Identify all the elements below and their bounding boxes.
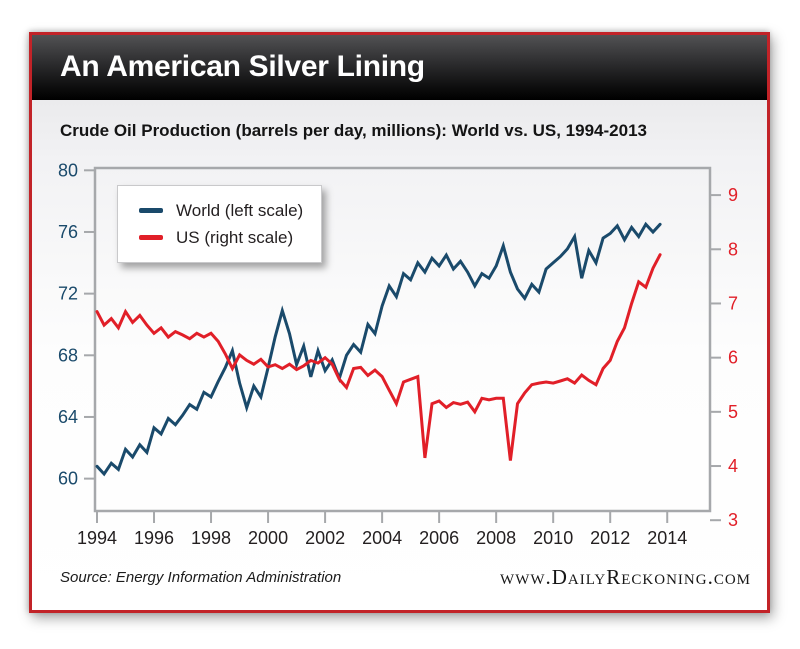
svg-text:72: 72: [58, 284, 78, 304]
page-title: An American Silver Lining: [60, 50, 425, 83]
svg-text:2004: 2004: [362, 528, 402, 548]
x-axis: 1994 1996 1998 2000 2002 2004 2006 2008 2010 2012…: [77, 511, 687, 548]
svg-text:3: 3: [728, 510, 738, 530]
svg-text:2014: 2014: [647, 528, 687, 548]
legend-item-us: US (right scale): [139, 224, 311, 251]
svg-text:2006: 2006: [419, 528, 459, 548]
svg-text:7: 7: [728, 293, 738, 313]
svg-text:64: 64: [58, 407, 78, 427]
svg-text:5: 5: [728, 402, 738, 422]
website-credit: www.DailyReckoning.com: [500, 565, 751, 589]
svg-text:1996: 1996: [134, 528, 174, 548]
svg-text:2000: 2000: [248, 528, 288, 548]
legend-item-world: World (left scale): [139, 197, 311, 224]
svg-text:1994: 1994: [77, 528, 117, 548]
source-note: Source: Energy Information Administratio…: [60, 569, 342, 586]
svg-text:80: 80: [58, 160, 78, 180]
svg-text:2008: 2008: [476, 528, 516, 548]
legend-label-world: World (left scale): [176, 200, 304, 220]
series-line-us: [95, 253, 662, 461]
plot-border: [93, 166, 712, 513]
left-axis: 80 76 72 68 64 60: [58, 160, 95, 489]
right-axis: 9 8 7 6 5 4 3: [710, 185, 738, 530]
svg-text:2002: 2002: [305, 528, 345, 548]
chart-subtitle: Crude Oil Production (barrels per day, m…: [60, 121, 647, 140]
svg-text:8: 8: [728, 239, 738, 259]
legend: World (left scale) US (right scale): [117, 185, 322, 263]
svg-text:9: 9: [728, 185, 738, 205]
series-line-world: [95, 221, 662, 477]
svg-text:6: 6: [728, 348, 738, 368]
legend-label-us: US (right scale): [176, 227, 294, 247]
svg-text:2010: 2010: [533, 528, 573, 548]
world-line-swatch-icon: [139, 208, 163, 213]
svg-text:76: 76: [58, 222, 78, 242]
us-line-swatch-icon: [139, 235, 163, 240]
svg-text:2012: 2012: [590, 528, 630, 548]
title-bar: An American Silver Lining: [32, 35, 767, 100]
chart-panel: An American Silver Lining Crude Oil Prod…: [29, 32, 770, 613]
svg-text:1998: 1998: [191, 528, 231, 548]
svg-text:4: 4: [728, 456, 738, 476]
svg-text:60: 60: [58, 469, 78, 489]
svg-text:68: 68: [58, 345, 78, 365]
